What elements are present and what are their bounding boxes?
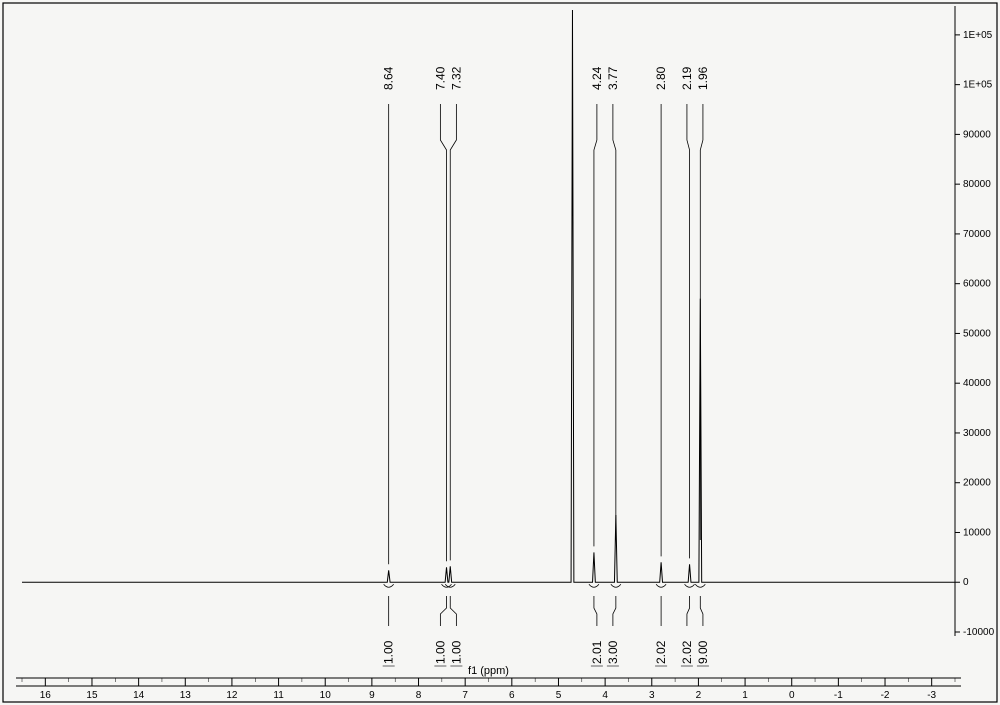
peak-label: 7.32 xyxy=(449,66,463,90)
y-tick-label: 1E+05 xyxy=(963,30,993,41)
peak-label: 2.19 xyxy=(680,66,694,90)
integral-label: 2.02 xyxy=(654,640,668,664)
integral-label: 3.00 xyxy=(606,640,620,664)
x-tick-label: 7 xyxy=(462,690,468,701)
x-tick-label: -3 xyxy=(927,690,936,701)
x-tick-label: 14 xyxy=(133,690,145,701)
x-tick-label: 13 xyxy=(180,690,192,701)
integral-label: 1.00 xyxy=(382,640,396,664)
y-tick-label: 60000 xyxy=(963,279,991,290)
y-tick-label: 90000 xyxy=(963,129,991,140)
integral-label: 1.00 xyxy=(449,640,463,664)
x-tick-label: 5 xyxy=(556,690,562,701)
nmr-spectrum: -10000 0 10000 20000 30000 40000 50000 60000 700… xyxy=(0,0,1000,705)
x-tick-label: -2 xyxy=(881,690,890,701)
x-tick-label: 12 xyxy=(226,690,238,701)
x-tick-label: 6 xyxy=(509,690,515,701)
x-tick-label: 8 xyxy=(416,690,422,701)
x-tick-label: -1 xyxy=(834,690,843,701)
x-tick-label: 10 xyxy=(320,690,332,701)
y-tick-label: -10000 xyxy=(963,627,995,638)
x-tick-label: 4 xyxy=(602,690,608,701)
y-tick-label: 50000 xyxy=(963,328,991,339)
integral-label: 1.00 xyxy=(433,640,447,664)
integral-label: 2.01 xyxy=(590,640,604,664)
x-tick-label: 9 xyxy=(369,690,375,701)
peak-label: 7.40 xyxy=(433,66,447,90)
y-tick-label: 40000 xyxy=(963,378,991,389)
x-axis-label: f1 (ppm) xyxy=(468,665,509,677)
x-tick-label: 2 xyxy=(696,690,702,701)
x-tick-label: 16 xyxy=(40,690,52,701)
x-tick-label: 0 xyxy=(789,690,795,701)
x-tick-label: 1 xyxy=(742,690,748,701)
peak-label: 1.96 xyxy=(696,66,710,90)
y-tick-label: 0 xyxy=(963,577,969,588)
y-tick-label: 70000 xyxy=(963,229,991,240)
y-tick-label: 10000 xyxy=(963,527,991,538)
y-tick-label: 20000 xyxy=(963,478,991,489)
peak-label: 3.77 xyxy=(606,66,620,90)
integral-label: 2.02 xyxy=(680,640,694,664)
integral-label: 9.00 xyxy=(696,640,710,664)
peak-label: 8.64 xyxy=(382,66,396,90)
y-tick-label: 1E+05 xyxy=(963,80,993,91)
y-tick-label: 80000 xyxy=(963,179,991,190)
peak-label: 4.24 xyxy=(590,66,604,90)
x-tick-label: 3 xyxy=(649,690,655,701)
x-tick-label: 11 xyxy=(273,690,284,701)
x-tick-label: 15 xyxy=(86,690,98,701)
y-tick-label: 30000 xyxy=(963,428,991,439)
peak-label: 2.80 xyxy=(654,66,668,90)
